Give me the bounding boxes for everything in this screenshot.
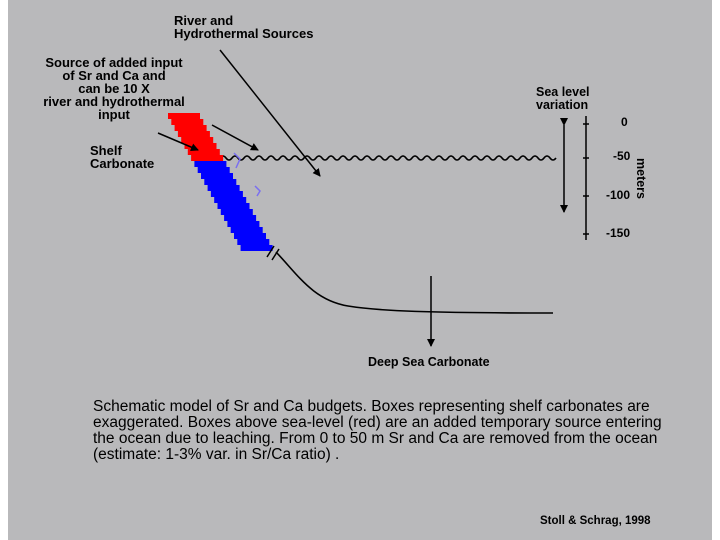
carbonate-box-below-sea <box>201 173 233 179</box>
citation: Stoll & Schrag, 1998 <box>540 515 651 527</box>
carbonate-box-above-sea <box>174 125 207 131</box>
carbonate-box-below-sea <box>230 227 263 233</box>
carbonate-box-below-sea <box>214 197 247 203</box>
depth-tick-label-100: -100 <box>606 188 631 202</box>
slope-break-mark <box>266 245 275 258</box>
carbonate-box-below-sea <box>210 191 243 197</box>
carbonate-box-above-sea <box>171 119 204 125</box>
leaching-mark <box>254 185 261 197</box>
slide: River and Hydrothermal Sources Source of… <box>8 0 712 540</box>
deep-sea-carbonate-label: Deep Sea Carbonate <box>368 355 490 369</box>
carbonate-box-above-sea <box>187 149 220 155</box>
carbonate-box-above-sea <box>168 113 200 119</box>
slope-break-mark <box>271 248 280 261</box>
added-input-label: Source of added input of Sr and Ca and c… <box>43 55 185 122</box>
carbonate-box-below-sea <box>240 245 273 251</box>
carbonate-box-above-sea <box>184 143 217 149</box>
carbonate-box-below-sea <box>204 179 237 185</box>
carbonate-box-above-sea <box>181 137 214 143</box>
depth-tick-label-150: -150 <box>606 226 631 240</box>
continental-slope-line <box>275 251 554 314</box>
carbonate-box-below-sea <box>194 161 227 167</box>
carbonate-box-below-sea <box>237 239 270 245</box>
depth-tick-label-0: 0 <box>621 115 628 129</box>
carbonate-box-below-sea <box>197 167 230 173</box>
axis-unit-label: meters <box>634 158 648 199</box>
carbonate-box-below-sea <box>234 233 266 239</box>
diagram-canvas <box>157 49 589 347</box>
carbonate-box-above-sea <box>177 131 210 137</box>
carbonate-box-below-sea <box>207 185 240 191</box>
figure-caption: Schematic model of Sr and Ca budgets. Bo… <box>93 398 662 463</box>
carbonate-box-below-sea <box>217 203 250 209</box>
carbonate-box-below-sea <box>224 215 257 221</box>
carbonate-box-below-sea <box>227 221 260 227</box>
depth-tick-label-50: -50 <box>613 149 631 163</box>
shelf-carbonate-arrow <box>157 132 199 151</box>
shelf-carbonate-label: Shelf Carbonate <box>90 143 155 171</box>
leaching-mark <box>233 152 241 169</box>
river-sources-label: River and Hydrothermal Sources <box>174 13 314 41</box>
sea-level-wave <box>207 155 557 161</box>
added-input-arrow <box>211 124 259 151</box>
river-sources-arrow <box>219 49 321 177</box>
carbonate-box-below-sea <box>220 209 253 215</box>
sea-level-variation-label: Sea level variation <box>536 85 590 112</box>
shelf-carbonate-boxes <box>168 113 273 251</box>
carbonate-box-above-sea <box>191 155 224 161</box>
